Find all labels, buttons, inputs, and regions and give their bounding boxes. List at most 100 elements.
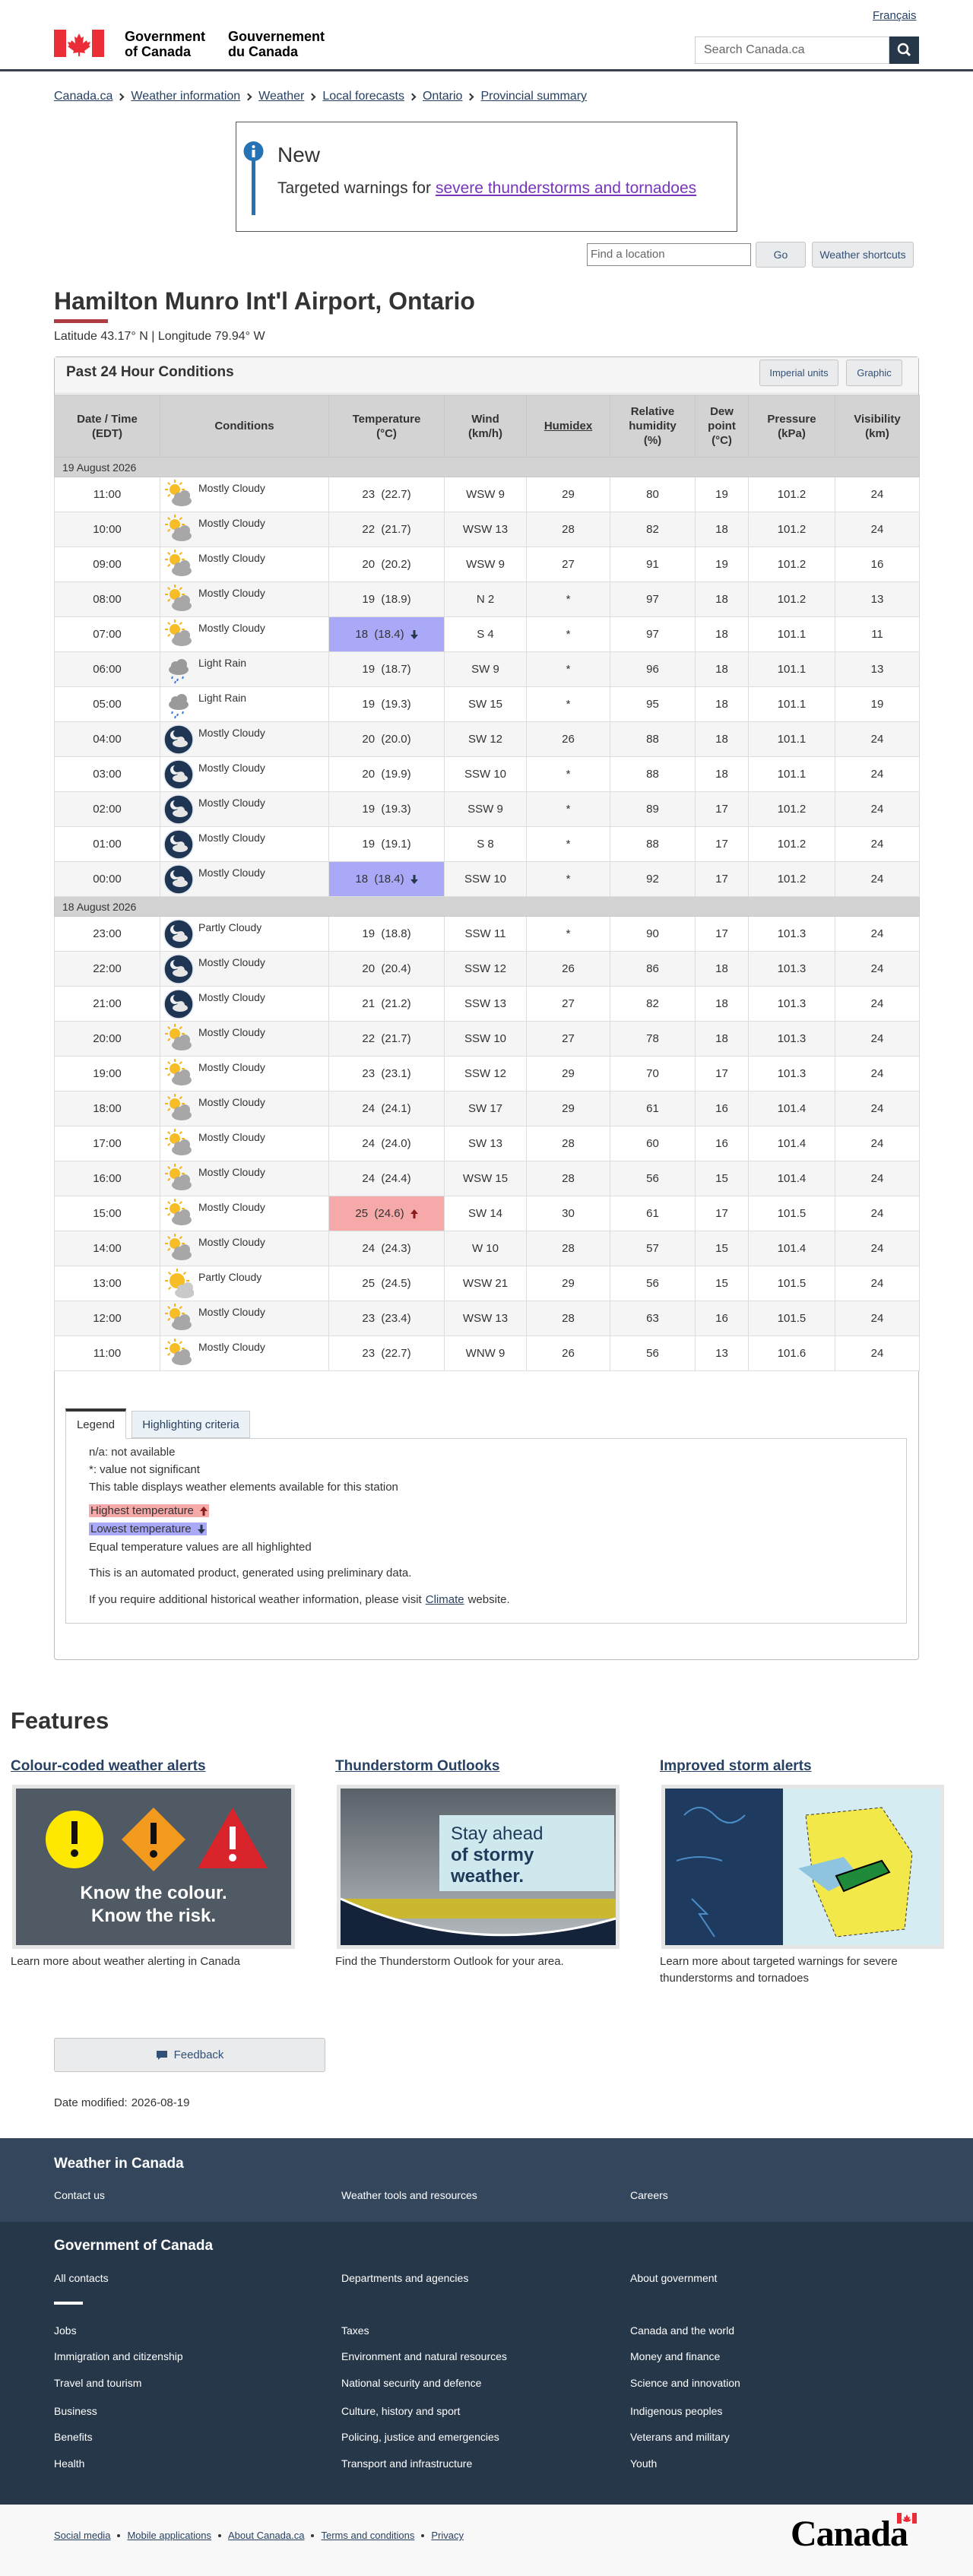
image-text: Know the risk. <box>91 1906 216 1926</box>
sun-ray <box>179 1340 182 1344</box>
condition-wrap: Mostly Cloudy <box>163 584 325 615</box>
shortcuts-button[interactable]: Weather shortcuts <box>812 242 914 268</box>
column-header: Temperature (°C) <box>328 394 445 458</box>
up-arrow <box>410 1209 418 1219</box>
footer-link[interactable]: National security and defence <box>341 2377 482 2389</box>
footer-link[interactable]: Weather tools and resources <box>341 2189 477 2201</box>
condition-text: Mostly Cloudy <box>198 831 265 844</box>
feature-title[interactable]: Thunderstorm Outlooks <box>335 1758 500 1774</box>
language-link[interactable]: Français <box>873 9 917 22</box>
cloud-part <box>179 559 190 571</box>
humidex-cell: 26 <box>526 951 610 987</box>
search-button[interactable] <box>889 36 919 64</box>
legend-tab[interactable]: Highlighting criteria <box>132 1411 250 1438</box>
footer-link[interactable]: Departments and agencies <box>341 2272 469 2284</box>
footer-link[interactable]: Contact us <box>54 2189 105 2201</box>
sun-ray <box>179 586 182 590</box>
temperature-cell: 19 (19.1) <box>328 826 445 862</box>
breadcrumb-link[interactable]: Weather <box>258 90 305 103</box>
condition-text: Mostly Cloudy <box>198 621 265 634</box>
footer-link[interactable]: Science and innovation <box>630 2377 740 2389</box>
footer-link[interactable]: Environment and natural resources <box>341 2350 507 2362</box>
breadcrumb-link[interactable]: Weather information <box>131 90 241 103</box>
breadcrumb-link[interactable]: Ontario <box>422 90 463 103</box>
pressure-cell: 101.2 <box>748 826 835 862</box>
dew-point-cell: 18 <box>695 986 749 1022</box>
cloud-part <box>177 965 185 974</box>
cloud-part <box>177 736 185 744</box>
dew-point-cell: 18 <box>695 1021 749 1057</box>
footer-link[interactable]: Travel and tourism <box>54 2377 142 2389</box>
humidity-cell: 63 <box>610 1301 696 1336</box>
footer-link[interactable]: Policing, justice and emergencies <box>341 2431 499 2443</box>
footer-link[interactable]: Careers <box>630 2189 668 2201</box>
visibility-cell: 16 <box>835 547 920 582</box>
footer-link[interactable]: Jobs <box>54 2324 77 2337</box>
temperature-cell: 23 (22.7) <box>328 1336 445 1371</box>
sun-ray <box>167 1247 171 1251</box>
cloud-part <box>179 490 190 501</box>
breadcrumb-link[interactable]: Local forecasts <box>322 90 404 103</box>
footer-bottom-link[interactable]: Mobile applications <box>127 2530 212 2541</box>
footer-bottom-link[interactable]: Social media <box>54 2530 111 2541</box>
go-button[interactable]: Go <box>756 242 806 268</box>
search-box[interactable] <box>695 36 889 64</box>
footer-link[interactable]: All contacts <box>54 2272 109 2284</box>
footer-bottom-link[interactable]: About Canada.ca <box>228 2530 305 2541</box>
feature-title[interactable]: Improved storm alerts <box>660 1758 812 1774</box>
footer-link[interactable]: Business <box>54 2405 97 2417</box>
weather-icon <box>165 1023 192 1050</box>
data-row: 09:00 Mostly Cloudy 20 (20.2) WSW 9 27 91 19 10… <box>54 547 920 582</box>
breadcrumb-link[interactable]: Provincial summary <box>480 90 588 103</box>
panel-button[interactable]: Graphic <box>846 360 902 386</box>
breadcrumb-link[interactable]: Canada.ca <box>54 90 113 103</box>
exclaim <box>71 1821 78 1844</box>
humidity-cell: 78 <box>610 1021 696 1057</box>
notice-bar <box>252 151 255 215</box>
notice-heading: New <box>277 143 321 166</box>
time-cell: 09:00 <box>54 547 160 582</box>
humidity-cell: 97 <box>610 616 696 652</box>
location-input[interactable]: Find a location <box>587 243 751 266</box>
humidex-cell: * <box>526 861 610 897</box>
footer-link[interactable]: Transport and infrastructure <box>341 2457 473 2470</box>
footer-link[interactable]: Taxes <box>341 2324 369 2337</box>
feature-image[interactable]: Know the colour. Know the risk. <box>12 1785 295 1949</box>
date-cell: 18 August 2026 <box>54 896 920 917</box>
footer-link[interactable]: Indigenous peoples <box>630 2405 723 2417</box>
footer-link[interactable]: Culture, history and sport <box>341 2405 461 2417</box>
condition-wrap: Partly Cloudy <box>163 1268 325 1299</box>
footer-bottom-link[interactable]: Terms and conditions <box>321 2530 415 2541</box>
footer-bottom-link[interactable]: Privacy <box>431 2530 464 2541</box>
sun-ray <box>167 1095 171 1099</box>
footer-link[interactable]: Youth <box>630 2457 658 2470</box>
feature-title[interactable]: Colour-coded weather alerts <box>11 1758 206 1774</box>
footer-link[interactable]: Canada and the world <box>630 2324 734 2337</box>
humidex-cell: 29 <box>526 1091 610 1126</box>
condition-text: Mostly Cloudy <box>198 990 265 1003</box>
footer-link[interactable]: Veterans and military <box>630 2431 730 2443</box>
visibility-cell: 24 <box>835 826 920 862</box>
pressure-cell: 101.3 <box>748 951 835 987</box>
rain-drop <box>176 713 179 716</box>
pressure-cell: 101.4 <box>748 1161 835 1196</box>
panel-button[interactable]: Imperial units <box>759 360 838 386</box>
footer-link[interactable]: Benefits <box>54 2431 93 2443</box>
footer-link[interactable]: About government <box>630 2272 718 2284</box>
legend-tab[interactable]: Legend <box>65 1408 126 1439</box>
climate-link[interactable]: Climate <box>425 1593 464 1606</box>
feature-image[interactable] <box>661 1785 944 1949</box>
feedback-button[interactable]: Feedback <box>54 2038 325 2072</box>
footer-link[interactable]: Money and finance <box>630 2350 721 2362</box>
notice-link[interactable]: severe thunderstorms and tornadoes <box>435 179 697 197</box>
condition-text: Light Rain <box>198 656 247 669</box>
weather-icon <box>165 619 192 646</box>
footer-link[interactable]: Immigration and citizenship <box>54 2350 183 2362</box>
time-cell: 10:00 <box>54 512 160 547</box>
temperature-cell: 19 (18.9) <box>328 581 445 617</box>
pressure-cell: 101.4 <box>748 1126 835 1161</box>
breadcrumb-chevron <box>308 93 316 100</box>
footer-link[interactable]: Health <box>54 2457 85 2470</box>
temperature-text: 23 (22.7) <box>362 1347 411 1360</box>
